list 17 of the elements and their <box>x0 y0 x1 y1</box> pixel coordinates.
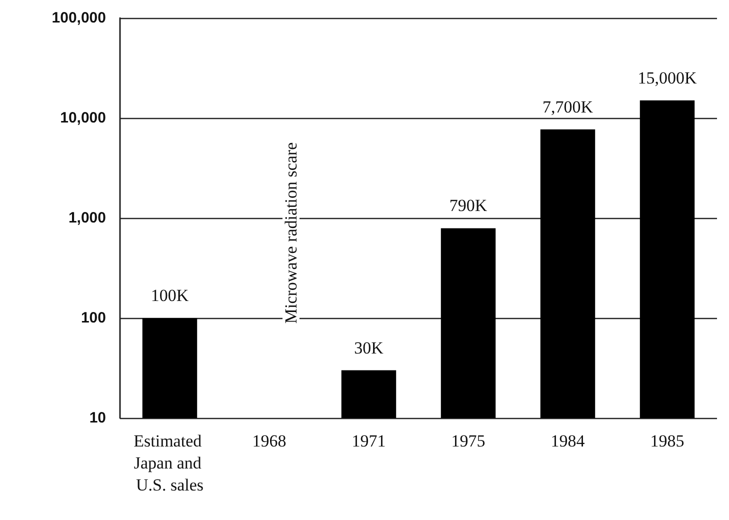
x-tick-label: 1985 <box>650 432 684 450</box>
x-tick-label: 1975 <box>451 432 486 450</box>
y-tick-label: 1,000 <box>68 210 106 226</box>
x-tick-label: 1968 <box>252 432 286 450</box>
x-tick-label: 1971 <box>352 432 386 450</box>
y-tick-label: 100,000 <box>52 10 106 26</box>
y-tick-label: 10 <box>89 410 106 426</box>
data-label: 7,700K <box>542 97 594 116</box>
annotation: Microwave radiation scare <box>282 142 300 324</box>
y-tick-label: 10,000 <box>60 110 106 126</box>
data-label: 15,000K <box>638 68 698 88</box>
y-tick-label: 100 <box>80 310 106 326</box>
data-label: 30K <box>354 338 384 358</box>
x-tick-label: 1984 <box>550 432 586 450</box>
data-label: 100K <box>150 286 190 305</box>
data-label: 790K <box>449 196 488 216</box>
x-tick-label: Estimated Japan and U.S. sales <box>134 432 206 494</box>
